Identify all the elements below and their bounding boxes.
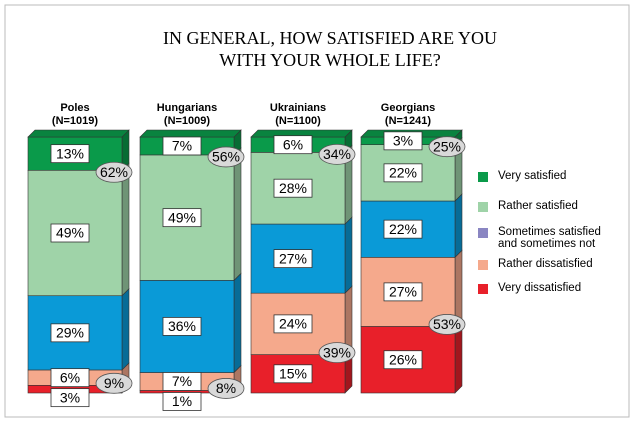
legend-item: Rather dissatisfied (478, 258, 618, 270)
chart-title: IN GENERAL, HOW SATISFIED ARE YOU (163, 28, 497, 48)
satisfied-total: 62% (100, 164, 128, 180)
bar-top (27, 129, 130, 138)
value-label: 7% (172, 138, 192, 154)
value-label: 27% (389, 284, 417, 300)
bar-side (233, 272, 242, 374)
value-label: 7% (172, 373, 192, 389)
value-label-box (162, 392, 202, 411)
value-label-box (383, 219, 423, 239)
satisfied-total-bubble (318, 143, 356, 165)
satisfied-total: 25% (433, 138, 461, 154)
dissatisfied-total: 53% (433, 316, 461, 332)
legend-label: Sometimes satisfied and sometimes not (498, 226, 601, 250)
value-label: 24% (279, 316, 307, 332)
value-label: 27% (279, 250, 307, 266)
dissatisfied-total: 9% (104, 375, 124, 391)
value-label-box (273, 135, 313, 155)
value-label-box (383, 350, 423, 370)
legend-item: Rather satisfied (478, 200, 618, 212)
legend-label: Rather dissatisfied (498, 258, 593, 270)
dissatisfied-total: 8% (216, 380, 236, 396)
value-label: 49% (56, 225, 84, 241)
value-label-box (162, 317, 202, 336)
dissatisfied-total-bubble (318, 342, 356, 364)
value-label: 6% (60, 369, 80, 385)
legend-swatch (478, 228, 488, 238)
value-label-box (50, 144, 90, 164)
legend-swatch (478, 284, 488, 294)
satisfied-total: 56% (212, 149, 240, 165)
dissatisfied-total-bubble (95, 372, 133, 394)
category-sublabel: (N=1100) (275, 115, 321, 127)
value-label-box (162, 208, 202, 228)
value-label: 3% (393, 133, 413, 149)
category-sublabel: (N=1241) (385, 115, 432, 127)
value-label-box (273, 364, 313, 384)
satisfied-total-bubble (95, 161, 133, 183)
bar-side (454, 249, 463, 328)
dissatisfied-total: 39% (323, 344, 351, 360)
bar-side (344, 216, 353, 294)
bar-side (454, 193, 463, 259)
legend: Very satisfied Rather satisfied Sometimes … (478, 170, 618, 294)
legend-item: Very dissatisfied (478, 282, 618, 294)
value-label: 36% (168, 318, 196, 334)
satisfied-total-bubble (207, 146, 245, 168)
value-label-box (383, 163, 423, 183)
category-label: Ukrainians (270, 102, 326, 114)
value-label: 22% (389, 221, 417, 237)
value-label: 49% (168, 209, 196, 225)
legend-item: Sometimes satisfied and sometimes not (478, 226, 618, 250)
legend-swatch (478, 172, 488, 182)
bar-top (250, 129, 353, 138)
value-label: 29% (56, 325, 84, 341)
category-sublabel: (N=1009) (164, 115, 211, 127)
frame (4, 4, 630, 418)
value-label-box (162, 136, 202, 156)
value-label-box (273, 314, 313, 334)
category-label: Georgians (381, 102, 435, 114)
dissatisfied-total-bubble (428, 314, 466, 335)
dissatisfied-total-bubble (207, 378, 245, 399)
legend-label: Rather satisfied (498, 200, 578, 212)
value-label: 13% (56, 145, 84, 161)
value-label: 28% (279, 180, 307, 196)
value-label-box (383, 282, 423, 302)
bar-side (121, 287, 130, 371)
value-label-box (383, 131, 423, 151)
bar-side (233, 147, 242, 282)
value-label-box (50, 223, 90, 243)
value-label: 15% (279, 366, 307, 382)
category-sublabel: (N=1019) (52, 115, 99, 127)
value-label-box (273, 249, 313, 269)
category-label: Hungarians (157, 102, 218, 114)
category-label: Poles (60, 102, 89, 114)
chart-title: WITH YOUR WHOLE LIFE? (219, 50, 440, 70)
value-label: 22% (389, 165, 417, 181)
satisfied-total: 34% (323, 146, 351, 162)
value-label-box (273, 178, 313, 198)
value-label-box (50, 323, 90, 343)
value-label-box (50, 388, 90, 408)
value-label-box (50, 368, 90, 388)
value-label-box (162, 372, 202, 391)
satisfied-total-bubble (428, 136, 466, 158)
legend-label: Very dissatisfied (498, 282, 582, 294)
legend-item: Very satisfied (478, 170, 618, 182)
value-label: 26% (389, 351, 417, 367)
legend-label: Very satisfied (498, 170, 567, 182)
value-label: 3% (60, 389, 80, 405)
legend-swatch (478, 202, 488, 212)
bar-top (139, 129, 242, 138)
bar-side (121, 162, 130, 297)
legend-swatch (478, 260, 488, 270)
value-label: 6% (283, 136, 303, 152)
value-label: 1% (172, 393, 192, 409)
